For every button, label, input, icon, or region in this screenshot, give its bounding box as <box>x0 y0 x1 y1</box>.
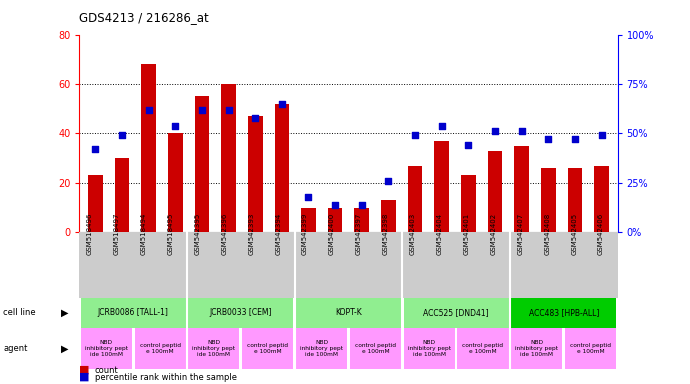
Text: GSM542402: GSM542402 <box>491 213 497 255</box>
Bar <box>541 168 555 232</box>
Text: GSM542398: GSM542398 <box>383 213 389 255</box>
Bar <box>88 175 103 232</box>
Point <box>436 122 447 129</box>
Text: ▶: ▶ <box>61 343 68 354</box>
Point <box>197 107 208 113</box>
Text: GSM542405: GSM542405 <box>571 213 578 255</box>
Text: GSM542404: GSM542404 <box>437 213 443 255</box>
Text: NBD
inhibitory pept
ide 100mM: NBD inhibitory pept ide 100mM <box>300 340 343 357</box>
Text: NBD
inhibitory pept
ide 100mM: NBD inhibitory pept ide 100mM <box>85 340 128 357</box>
Text: GSM518495: GSM518495 <box>168 213 174 255</box>
Bar <box>195 96 209 232</box>
Bar <box>248 116 262 232</box>
Bar <box>488 151 502 232</box>
Text: GSM518494: GSM518494 <box>141 213 147 255</box>
Bar <box>301 208 316 232</box>
Text: NBD
inhibitory pept
ide 100mM: NBD inhibitory pept ide 100mM <box>193 340 235 357</box>
Point <box>356 202 367 208</box>
Text: GSM542394: GSM542394 <box>275 213 281 255</box>
Text: GSM542393: GSM542393 <box>248 213 254 255</box>
Text: GDS4213 / 216286_at: GDS4213 / 216286_at <box>79 12 209 25</box>
Text: control peptid
e 100mM: control peptid e 100mM <box>462 343 504 354</box>
Bar <box>408 166 422 232</box>
Text: ■: ■ <box>79 365 90 375</box>
Point <box>383 178 394 184</box>
Text: ▶: ▶ <box>61 308 68 318</box>
Text: count: count <box>95 366 118 375</box>
Point <box>596 132 607 139</box>
Text: percentile rank within the sample: percentile rank within the sample <box>95 373 237 382</box>
Bar <box>514 146 529 232</box>
Text: control peptid
e 100mM: control peptid e 100mM <box>247 343 288 354</box>
Point <box>250 114 261 121</box>
Text: NBD
inhibitory pept
ide 100mM: NBD inhibitory pept ide 100mM <box>515 340 558 357</box>
Point <box>143 107 154 113</box>
Text: control peptid
e 100mM: control peptid e 100mM <box>570 343 611 354</box>
Point <box>489 128 500 134</box>
Bar <box>275 104 289 232</box>
Point <box>170 122 181 129</box>
Text: JCRB0086 [TALL-1]: JCRB0086 [TALL-1] <box>98 308 168 318</box>
Bar <box>115 158 129 232</box>
Text: GSM542403: GSM542403 <box>410 213 415 255</box>
Text: KOPT-K: KOPT-K <box>335 308 362 318</box>
Text: GSM542396: GSM542396 <box>221 213 228 255</box>
Point <box>463 142 474 148</box>
Text: GSM542399: GSM542399 <box>302 213 308 255</box>
Text: GSM542401: GSM542401 <box>464 213 469 255</box>
Text: ACC525 [DND41]: ACC525 [DND41] <box>423 308 489 318</box>
Bar <box>328 208 342 232</box>
Bar <box>568 168 582 232</box>
Bar <box>594 166 609 232</box>
Text: GSM542407: GSM542407 <box>518 213 524 255</box>
Text: control peptid
e 100mM: control peptid e 100mM <box>139 343 181 354</box>
Point <box>410 132 421 139</box>
Bar <box>141 64 156 232</box>
Bar <box>435 141 449 232</box>
Point <box>303 194 314 200</box>
Text: GSM542408: GSM542408 <box>544 213 551 255</box>
Text: agent: agent <box>3 344 28 353</box>
Text: cell line: cell line <box>3 308 36 318</box>
Point <box>516 128 527 134</box>
Point <box>90 146 101 152</box>
Text: GSM518497: GSM518497 <box>114 213 120 255</box>
Point <box>276 101 287 107</box>
Text: GSM542400: GSM542400 <box>329 213 335 255</box>
Bar <box>381 200 396 232</box>
Text: GSM518496: GSM518496 <box>87 213 92 255</box>
Bar <box>461 175 475 232</box>
Point <box>223 107 234 113</box>
Text: GSM542395: GSM542395 <box>195 213 201 255</box>
Bar <box>221 84 236 232</box>
Text: NBD
inhibitory pept
ide 100mM: NBD inhibitory pept ide 100mM <box>408 340 451 357</box>
Point <box>117 132 128 139</box>
Point <box>543 136 554 142</box>
Text: ■: ■ <box>79 372 90 382</box>
Point <box>569 136 580 142</box>
Text: control peptid
e 100mM: control peptid e 100mM <box>355 343 396 354</box>
Bar <box>355 208 369 232</box>
Point <box>330 202 341 208</box>
Text: GSM542406: GSM542406 <box>598 213 604 255</box>
Text: ACC483 [HPB-ALL]: ACC483 [HPB-ALL] <box>529 308 599 318</box>
Bar <box>168 134 183 232</box>
Text: JCRB0033 [CEM]: JCRB0033 [CEM] <box>210 308 272 318</box>
Text: GSM542397: GSM542397 <box>356 213 362 255</box>
